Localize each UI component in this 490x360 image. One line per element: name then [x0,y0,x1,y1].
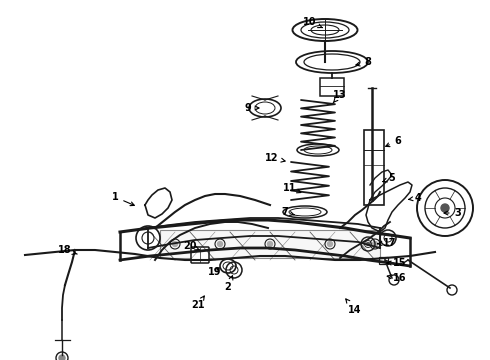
Text: 5: 5 [383,173,395,183]
Text: 12: 12 [265,153,285,163]
Circle shape [372,242,377,247]
Text: 16: 16 [387,273,407,283]
Text: 1: 1 [112,192,134,206]
Circle shape [268,242,272,247]
Text: 6: 6 [386,136,401,147]
Text: 11: 11 [283,183,301,193]
Text: 8: 8 [356,57,371,67]
Text: 20: 20 [183,241,199,251]
Text: 15: 15 [387,258,407,268]
Text: 9: 9 [245,103,259,113]
Text: 18: 18 [58,245,77,255]
Text: 19: 19 [208,267,222,277]
Text: 17: 17 [377,238,397,248]
Circle shape [172,242,177,247]
Text: 2: 2 [224,276,233,292]
Circle shape [59,355,65,360]
Text: 21: 21 [191,296,205,310]
Text: 14: 14 [346,299,362,315]
Text: 7: 7 [282,207,294,217]
Text: 10: 10 [303,17,322,28]
Circle shape [367,243,369,246]
Circle shape [441,204,449,212]
Circle shape [327,242,333,247]
FancyBboxPatch shape [320,78,344,96]
Text: 13: 13 [333,90,347,103]
FancyBboxPatch shape [364,130,384,205]
FancyBboxPatch shape [191,247,209,263]
Text: 4: 4 [409,193,421,203]
FancyBboxPatch shape [160,230,380,258]
Circle shape [218,242,222,247]
Text: 3: 3 [444,208,462,218]
FancyBboxPatch shape [379,257,389,265]
